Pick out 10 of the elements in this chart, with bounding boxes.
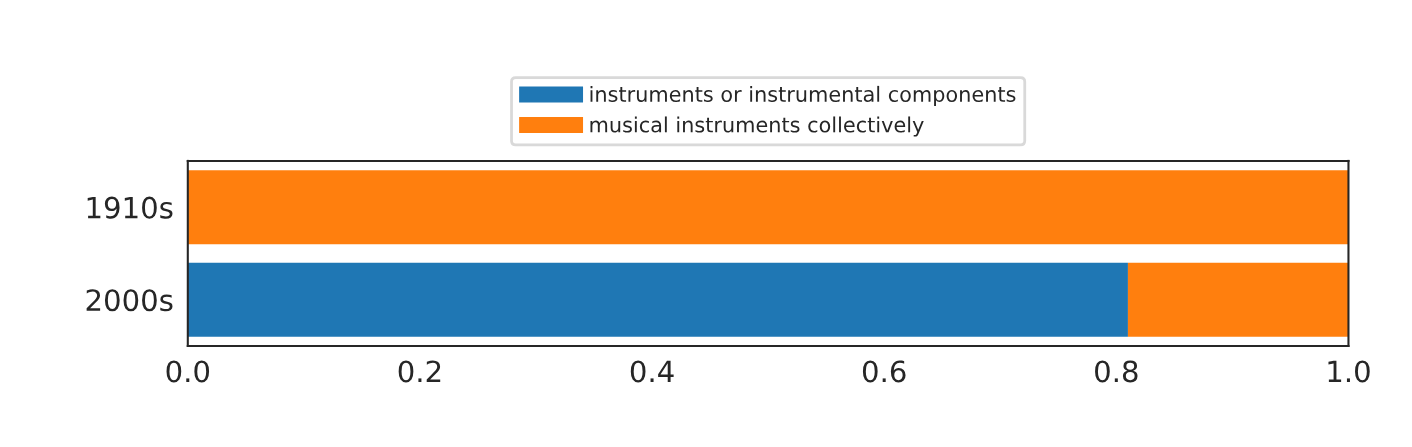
x-tick-label: 1.0 xyxy=(1328,360,1370,383)
legend-label: musical instruments collectively xyxy=(590,116,924,137)
x-tick-label: 0.6 xyxy=(862,360,906,383)
y-tick-label: 2000s xyxy=(86,289,173,312)
legend-label: instruments or instrumental components xyxy=(590,85,1016,107)
x-tick-label: 0.0 xyxy=(166,360,210,383)
x-tick-label: 0.2 xyxy=(398,360,441,383)
x-tick-label: 0.8 xyxy=(1095,360,1138,383)
x-tick-label: 0.4 xyxy=(630,360,674,383)
y-tick-label: 1910s xyxy=(87,196,173,219)
